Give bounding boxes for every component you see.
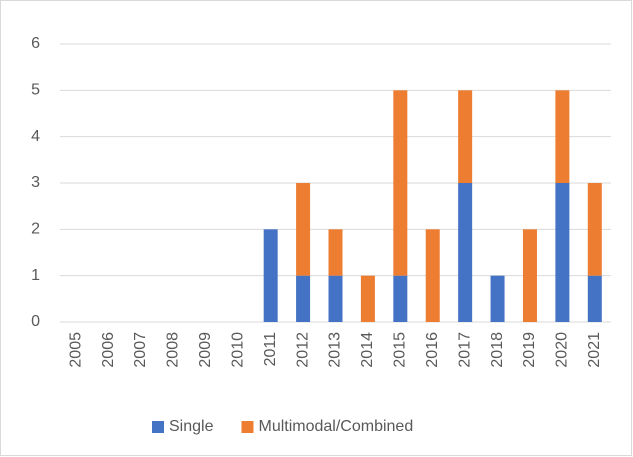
x-tick-label: 2006 — [100, 332, 117, 368]
x-tick-label: 2008 — [165, 332, 182, 368]
y-tick-label: 2 — [31, 221, 40, 238]
legend-swatch — [241, 421, 254, 433]
y-tick-label: 3 — [31, 174, 40, 191]
x-tick-label: 2012 — [294, 332, 311, 368]
x-tick-label: 2007 — [132, 332, 149, 368]
x-tick-label: 2021 — [586, 332, 603, 368]
x-tick-label: 2019 — [521, 332, 538, 368]
bar-segment — [587, 275, 602, 322]
x-tick-label: 2018 — [489, 332, 506, 368]
y-tick-label: 0 — [31, 313, 40, 330]
bar-segment — [555, 183, 570, 322]
x-tick-label: 2013 — [327, 332, 344, 368]
legend-swatch — [152, 421, 164, 433]
bar-segment — [522, 229, 537, 322]
bar-segment — [360, 275, 375, 322]
bar-segment — [555, 90, 570, 183]
x-tick-label: 2005 — [67, 332, 84, 368]
bar-segment — [425, 229, 440, 322]
y-tick-label: 6 — [31, 35, 40, 52]
x-tick-label: 2016 — [424, 332, 441, 368]
bar-segment — [328, 275, 343, 322]
bar-segment — [296, 183, 311, 276]
bar-segment — [458, 183, 473, 322]
legend-label: Single — [169, 418, 214, 435]
y-tick-label: 5 — [31, 82, 40, 99]
bar-segment — [393, 275, 408, 322]
x-tick-label: 2010 — [229, 332, 246, 368]
bar-segment — [296, 275, 311, 322]
bar-segment — [328, 229, 343, 276]
y-tick-label: 1 — [31, 267, 40, 284]
bar-segment — [263, 229, 278, 322]
x-tick-label: 2014 — [359, 332, 376, 368]
x-tick-label: 2017 — [456, 332, 473, 368]
bar-segment — [393, 90, 408, 276]
bar-segment — [490, 275, 505, 322]
x-tick-label: 2015 — [392, 332, 409, 368]
x-tick-label: 2011 — [262, 332, 279, 367]
bar-segment — [458, 90, 473, 183]
x-tick-label: 2020 — [554, 332, 571, 368]
legend-label: Multimodal/Combined — [258, 418, 413, 435]
bar-segment — [587, 183, 602, 276]
x-tick-label: 2009 — [197, 332, 214, 368]
y-tick-label: 4 — [31, 128, 40, 145]
